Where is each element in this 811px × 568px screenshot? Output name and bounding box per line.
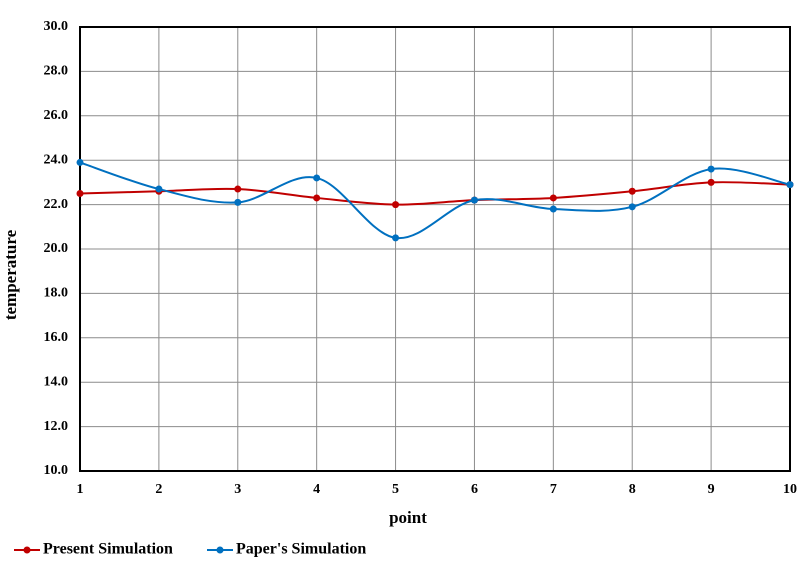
- x-axis-title: point: [389, 508, 427, 527]
- point-marker: [76, 158, 84, 166]
- y-tick-label: 20.0: [44, 241, 69, 256]
- x-tick-label: 5: [392, 482, 399, 497]
- point-marker: [707, 178, 715, 186]
- y-axis-title: temperature: [1, 229, 20, 320]
- legend-marker: [23, 546, 31, 554]
- point-marker: [392, 234, 400, 242]
- point-marker: [628, 203, 636, 211]
- point-marker: [628, 187, 636, 195]
- y-tick-label: 22.0: [44, 197, 69, 212]
- y-tick-label: 18.0: [44, 286, 69, 301]
- legend-label: Paper's Simulation: [236, 541, 366, 558]
- x-tick-label: 8: [629, 482, 636, 497]
- point-marker: [470, 196, 478, 204]
- point-marker: [155, 185, 163, 193]
- x-tick-label: 7: [550, 482, 557, 497]
- y-tick-label: 28.0: [44, 64, 69, 79]
- y-tick-label: 14.0: [44, 374, 69, 389]
- series-line: [79, 181, 791, 206]
- series-line: [79, 161, 791, 239]
- y-tick-label: 16.0: [44, 330, 69, 345]
- y-tick-label: 24.0: [44, 152, 69, 167]
- x-tick-label: 10: [783, 482, 797, 497]
- y-tick-label: 10.0: [44, 463, 69, 478]
- y-tick-label: 12.0: [44, 419, 69, 434]
- legend-label: Present Simulation: [43, 541, 173, 558]
- point-marker: [234, 198, 242, 206]
- legend-marker: [216, 546, 224, 554]
- point-marker: [234, 185, 242, 193]
- y-tick-label: 30.0: [44, 19, 69, 34]
- x-tick-label: 4: [313, 482, 320, 497]
- point-marker: [313, 174, 321, 182]
- point-marker: [786, 181, 794, 189]
- x-tick-label: 9: [708, 482, 715, 497]
- point-marker: [549, 205, 557, 213]
- point-marker: [76, 190, 84, 197]
- y-tick-label: 26.0: [44, 108, 69, 123]
- point-marker: [392, 201, 400, 209]
- point-marker: [313, 194, 321, 202]
- point-marker: [549, 194, 557, 202]
- point-marker: [707, 165, 715, 173]
- x-tick-label: 1: [77, 482, 84, 497]
- plot-border: [79, 26, 791, 472]
- x-tick-label: 2: [155, 482, 162, 497]
- x-tick-label: 6: [471, 482, 478, 497]
- x-tick-label: 3: [234, 482, 241, 497]
